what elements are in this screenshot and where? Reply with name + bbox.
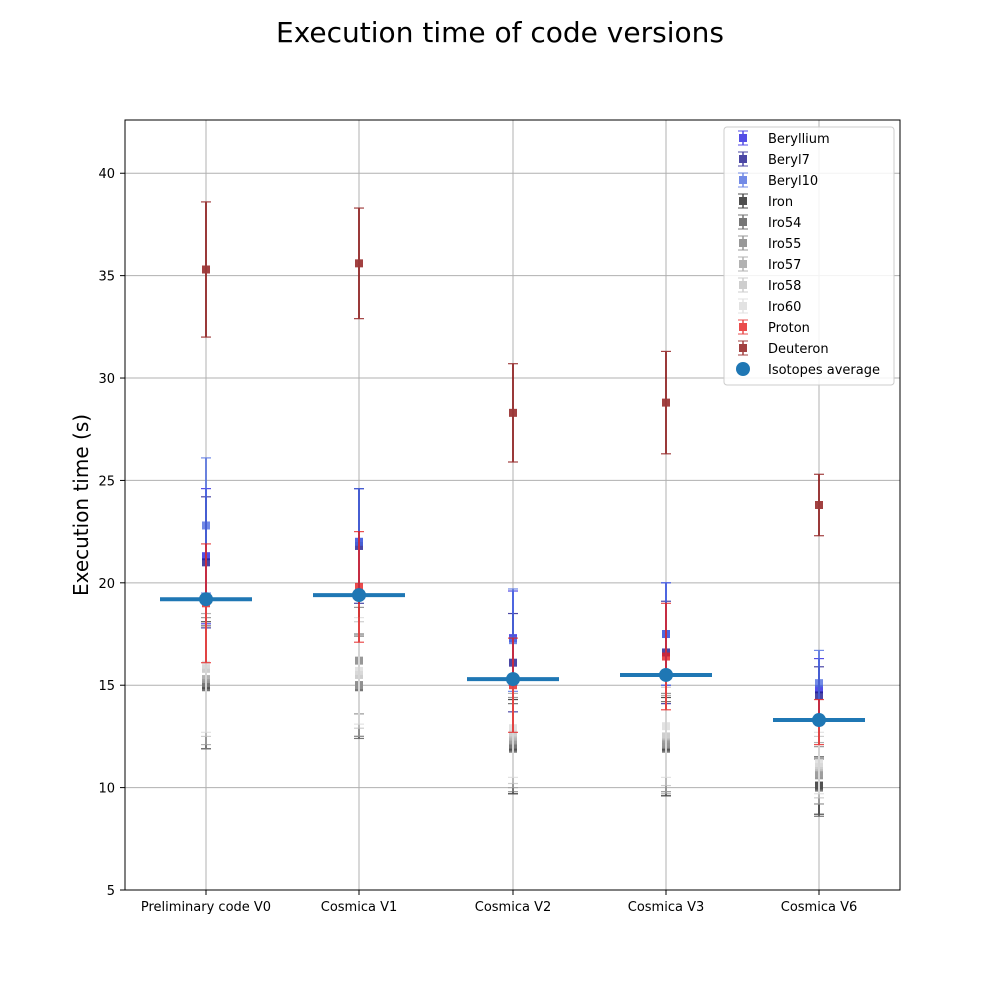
legend-label: Iro54 xyxy=(768,216,801,231)
average-point xyxy=(506,672,520,687)
marker xyxy=(815,679,823,688)
legend-label: Iro55 xyxy=(768,237,801,252)
legend-label: Iro58 xyxy=(768,279,801,294)
x-tick-label: Cosmica V2 xyxy=(475,900,552,915)
data-point-deuteron xyxy=(354,207,364,320)
data-point-deuteron xyxy=(814,473,824,537)
data-point-deuteron xyxy=(201,201,211,338)
marker xyxy=(355,582,363,591)
average-point xyxy=(352,588,366,603)
y-tick-label: 5 xyxy=(107,884,115,899)
legend-label: Iron xyxy=(768,195,793,210)
legend-marker-beryl10 xyxy=(738,172,748,188)
x-tick-label: Cosmica V6 xyxy=(781,900,858,915)
y-tick-label: 15 xyxy=(98,679,115,694)
marker xyxy=(355,259,363,268)
marker xyxy=(815,501,823,509)
legend-label: Beryllium xyxy=(768,132,830,147)
legend-label: Beryl10 xyxy=(768,174,818,189)
legend-marker-deuteron xyxy=(738,340,748,356)
marker xyxy=(202,521,210,530)
legend-square xyxy=(739,176,747,184)
average-point xyxy=(812,713,826,728)
data-point-proton xyxy=(354,531,364,643)
legend-label: Deuteron xyxy=(768,342,829,357)
legend-label: Iro60 xyxy=(768,300,801,315)
y-tick-label: 30 xyxy=(98,372,115,387)
x-tick-label: Cosmica V3 xyxy=(628,900,705,915)
legend-marker-proton xyxy=(738,319,748,335)
legend-square xyxy=(739,155,747,163)
x-tick-label: Cosmica V1 xyxy=(321,900,398,915)
y-tick-label: 40 xyxy=(98,167,115,182)
y-tick-label: 35 xyxy=(98,270,115,285)
legend-square xyxy=(739,344,747,352)
legend-marker-beryllium xyxy=(738,130,748,146)
y-tick-label: 20 xyxy=(98,577,115,592)
marker xyxy=(355,666,363,675)
marker xyxy=(662,398,670,407)
legend-square xyxy=(739,134,747,142)
marker xyxy=(509,408,517,417)
legend-square xyxy=(739,197,747,205)
marker xyxy=(815,759,823,768)
legend-square xyxy=(739,323,747,331)
marker xyxy=(202,660,210,669)
legend-marker-iro60 xyxy=(738,298,748,314)
x-tick-label: Preliminary code V0 xyxy=(141,900,271,915)
legend-square xyxy=(739,239,747,247)
average-point xyxy=(199,592,213,607)
plot-frame xyxy=(124,119,901,891)
marker xyxy=(202,265,210,274)
marker xyxy=(662,652,670,661)
y-tick-label: 25 xyxy=(98,474,115,489)
legend-label: Iro57 xyxy=(768,258,801,273)
legend-marker-iro58 xyxy=(738,277,748,293)
legend-square xyxy=(739,302,747,310)
legend-marker-iro57 xyxy=(738,256,748,272)
y-axis-label: Execution time (s) xyxy=(69,414,93,596)
legend-label: Proton xyxy=(768,321,810,336)
legend-square xyxy=(739,218,747,226)
legend-average-marker xyxy=(736,362,750,376)
data-point-proton xyxy=(661,602,671,711)
legend-label: Isotopes average xyxy=(768,363,880,378)
y-tick-label: 10 xyxy=(98,782,115,797)
legend-marker-iron xyxy=(738,193,748,209)
legend-marker-iro55 xyxy=(738,235,748,251)
legend-marker-iro54 xyxy=(738,214,748,230)
legend-marker-beryl7 xyxy=(738,151,748,167)
legend-label: Beryl7 xyxy=(768,153,810,168)
data-point-deuteron xyxy=(508,363,518,463)
legend-box xyxy=(723,126,895,386)
average-point xyxy=(659,667,673,682)
data-point-deuteron xyxy=(661,350,671,455)
legend-square xyxy=(739,260,747,268)
legend: Beryllium Beryl7 Beryl10 Iron Iro54 Iro55 Iro5… xyxy=(723,126,895,386)
chart-title: Execution time of code versions xyxy=(276,16,724,49)
marker xyxy=(662,722,670,731)
legend-square xyxy=(739,281,747,289)
plot-area: Preliminary code V0 Cosmica V1 Cosmica V2 C… xyxy=(98,119,901,915)
